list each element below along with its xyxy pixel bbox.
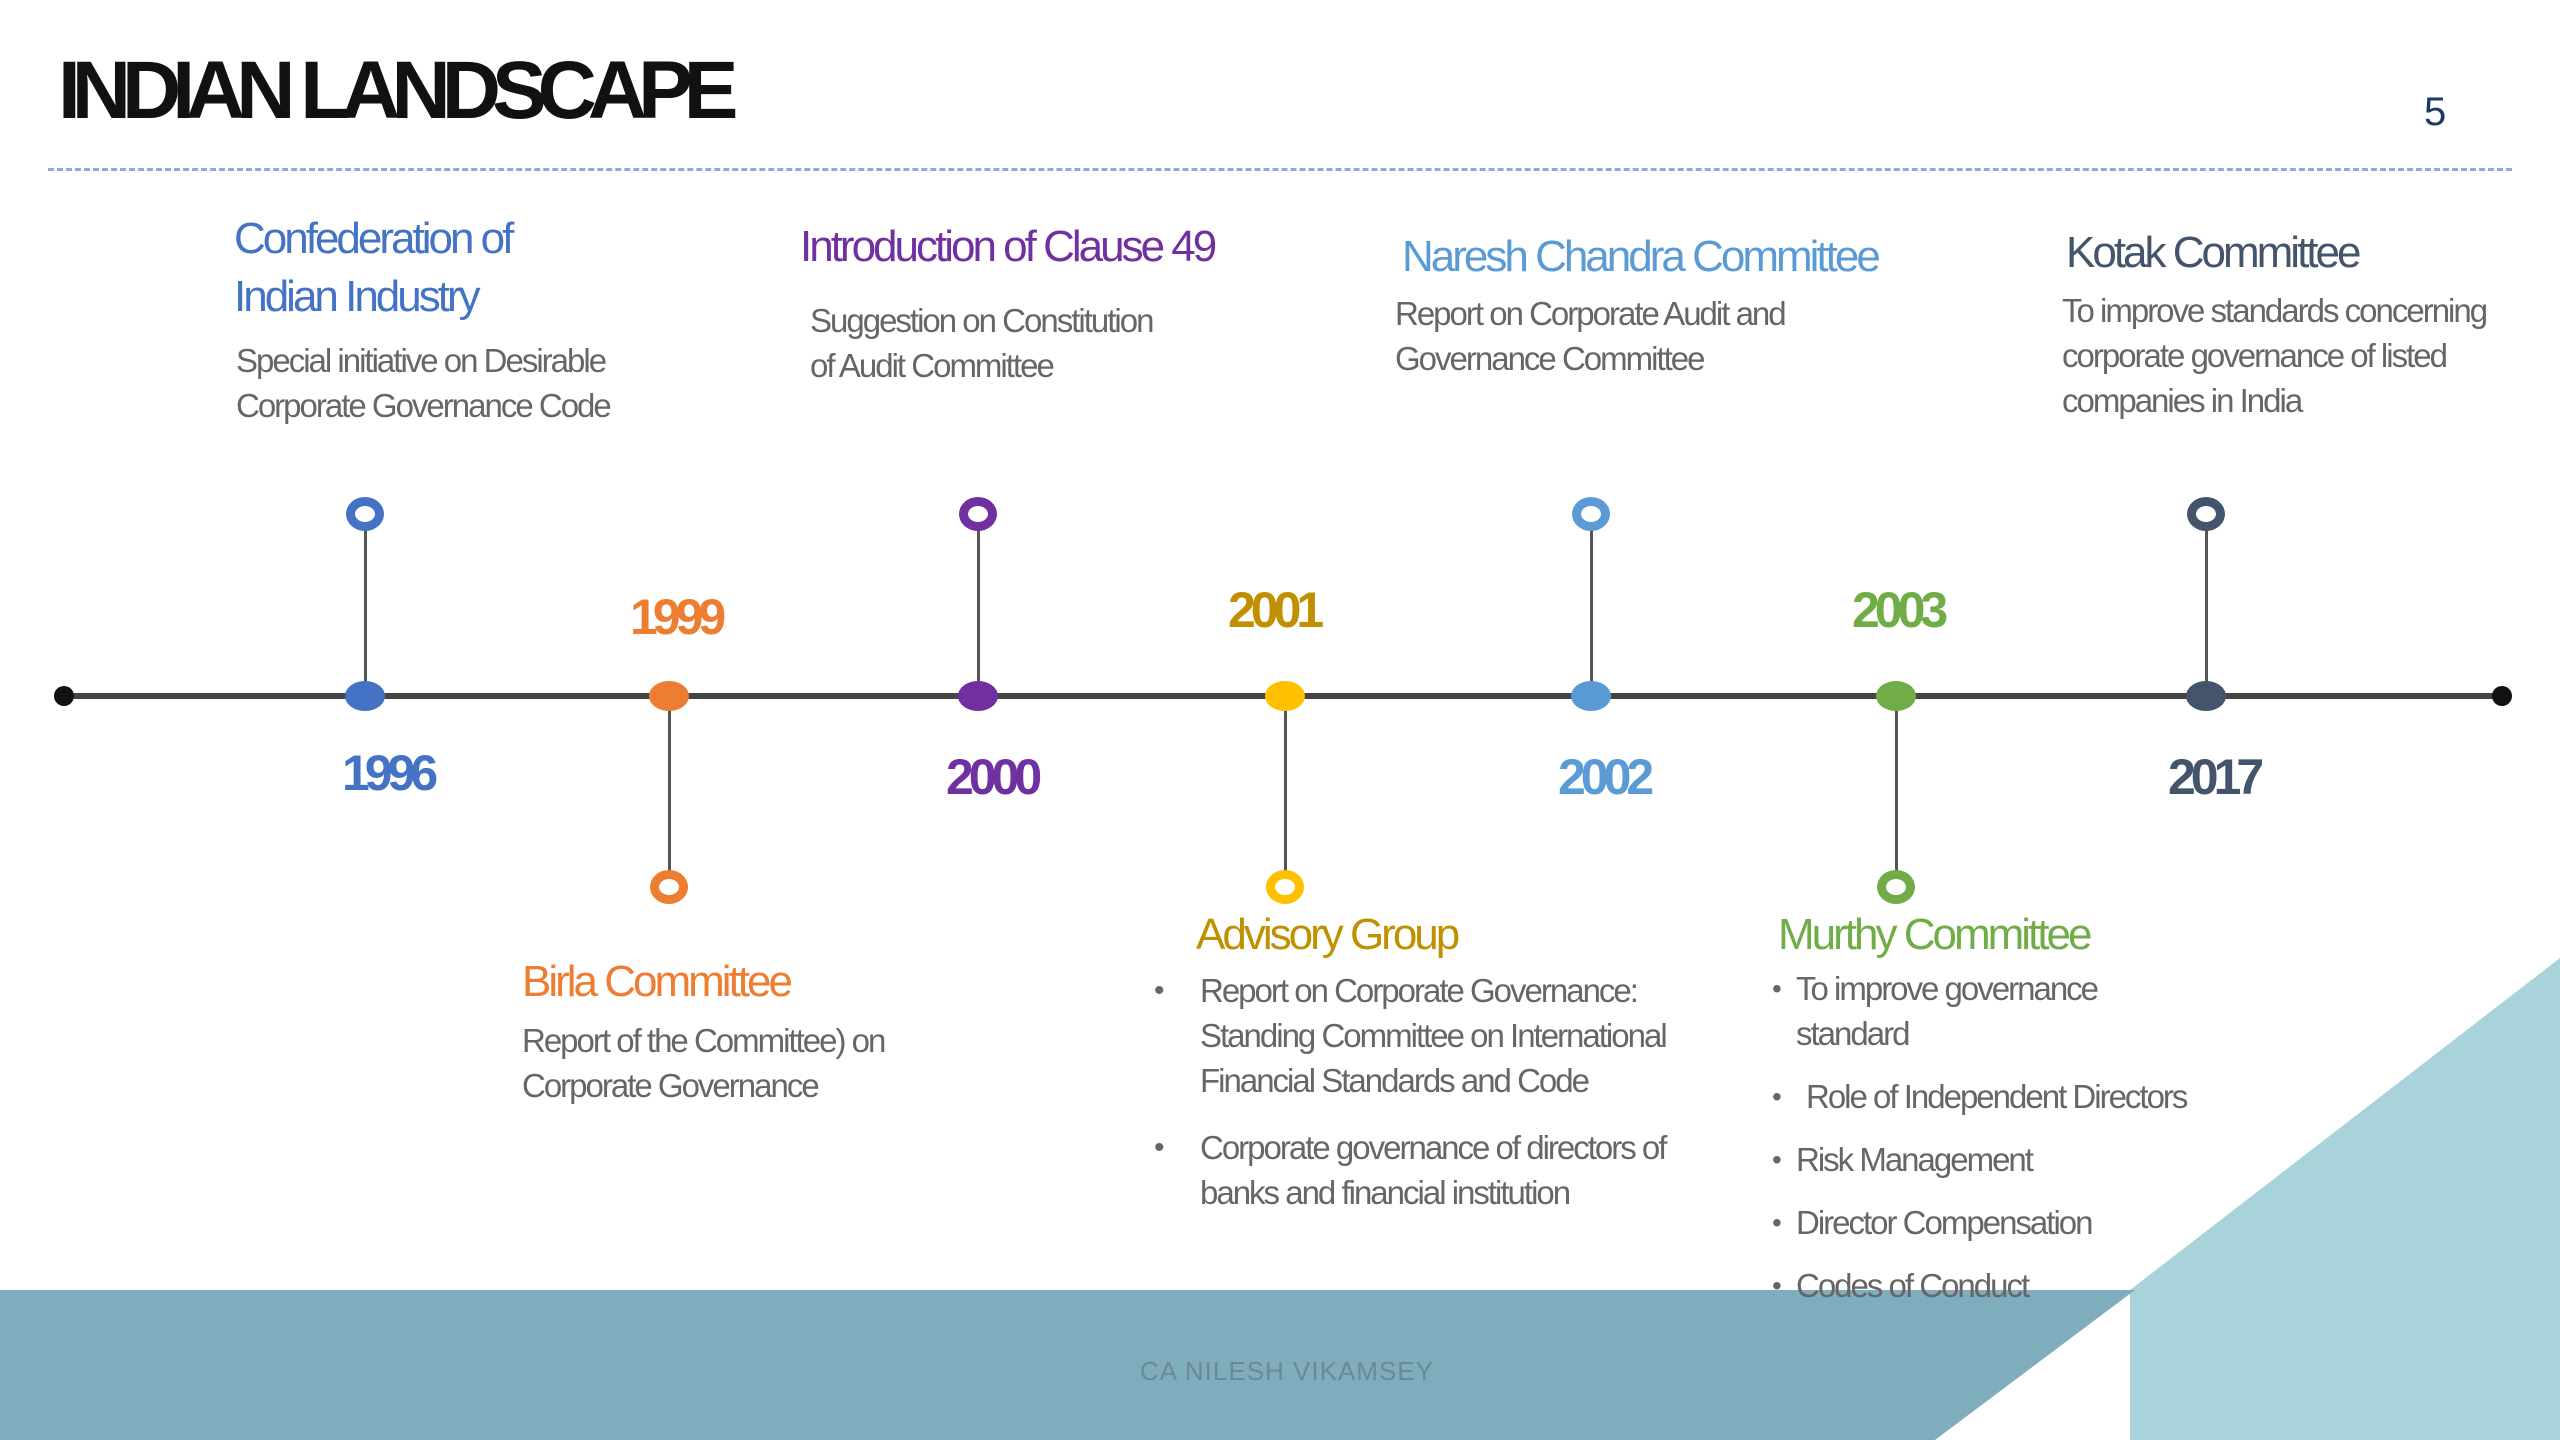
footer-text: CA NILESH VIKAMSEY bbox=[1140, 1356, 1434, 1386]
event-heading-2002: Naresh Chandra Committee bbox=[1402, 232, 1881, 281]
stem-2002 bbox=[1590, 510, 1593, 695]
marker-ring-2000 bbox=[959, 497, 997, 531]
bullet-item: To improve governance standard bbox=[1772, 966, 2192, 1056]
marker-dot-2000 bbox=[958, 681, 998, 711]
event-heading-2017: Kotak Committee bbox=[2066, 228, 2361, 277]
marker-ring-2002 bbox=[1572, 497, 1610, 531]
footer-band bbox=[0, 1290, 2135, 1440]
bullet-item: Report on Corporate Governance: Standing… bbox=[1154, 968, 1674, 1103]
year-label-2000: 2000 bbox=[946, 749, 1042, 805]
event-heading-2003: Murthy Committee bbox=[1778, 910, 2092, 959]
event-bullets-2001: Report on Corporate Governance: Standing… bbox=[1154, 968, 1674, 1215]
bullet-item: Corporate governance of directors of ban… bbox=[1154, 1125, 1674, 1215]
slide-title: INDIAN LANDSCAPE bbox=[58, 45, 738, 136]
corner-triangle bbox=[2130, 958, 2560, 1440]
year-label-1996: 1996 bbox=[342, 745, 438, 801]
bullet-item: Risk Management bbox=[1772, 1137, 2192, 1182]
bullet-item: Codes of Conduct bbox=[1772, 1263, 2192, 1308]
marker-dot-2001 bbox=[1265, 681, 1305, 711]
axis-end-point bbox=[2492, 686, 2512, 706]
marker-ring-1996 bbox=[346, 497, 384, 531]
marker-ring-2003 bbox=[1877, 870, 1915, 904]
bullet-item: Role of Independent Directors bbox=[1772, 1074, 2192, 1119]
event-heading-1999: Birla Committee bbox=[522, 957, 793, 1006]
axis-start-point bbox=[54, 686, 74, 706]
year-label-2017: 2017 bbox=[2168, 749, 2264, 805]
marker-ring-2017 bbox=[2187, 497, 2225, 531]
year-label-1999: 1999 bbox=[630, 589, 726, 645]
stem-1999 bbox=[668, 700, 671, 880]
stem-2003 bbox=[1895, 700, 1898, 880]
stem-2001 bbox=[1284, 700, 1287, 880]
stem-1996 bbox=[364, 510, 367, 695]
year-label-2002: 2002 bbox=[1558, 749, 1654, 805]
bullet-item: Director Compensation bbox=[1772, 1200, 2192, 1245]
year-label-2003: 2003 bbox=[1852, 582, 1948, 638]
marker-dot-1996 bbox=[345, 681, 385, 711]
event-description-2017: To improve standards concerning corporat… bbox=[2062, 292, 2488, 419]
event-description-1996: Special initiative on Desirable Corporat… bbox=[236, 342, 612, 424]
stem-2017 bbox=[2205, 510, 2208, 695]
page-number: 5 bbox=[2424, 90, 2447, 134]
stem-2000 bbox=[977, 510, 980, 695]
header-divider bbox=[48, 168, 2512, 171]
event-bullets-2003: To improve governance standard Role of I… bbox=[1772, 966, 2192, 1308]
event-heading-1996: Confederation of Indian Industry bbox=[234, 214, 514, 321]
event-heading-2000: Introduction of Clause 49 bbox=[800, 222, 1217, 271]
marker-dot-2002 bbox=[1571, 681, 1611, 711]
year-label-2001: 2001 bbox=[1228, 582, 1324, 638]
event-description-1999: Report of the Committee) on Corporate Go… bbox=[522, 1022, 886, 1104]
marker-dot-1999 bbox=[649, 681, 689, 711]
event-heading-2001: Advisory Group bbox=[1196, 910, 1460, 959]
event-description-2002: Report on Corporate Audit and Governance… bbox=[1395, 295, 1787, 377]
marker-dot-2003 bbox=[1876, 681, 1916, 711]
marker-ring-1999 bbox=[650, 870, 688, 904]
marker-ring-2001 bbox=[1266, 870, 1304, 904]
marker-dot-2017 bbox=[2186, 681, 2226, 711]
event-description-2000: Suggestion on Constitution of Audit Comm… bbox=[810, 302, 1154, 384]
